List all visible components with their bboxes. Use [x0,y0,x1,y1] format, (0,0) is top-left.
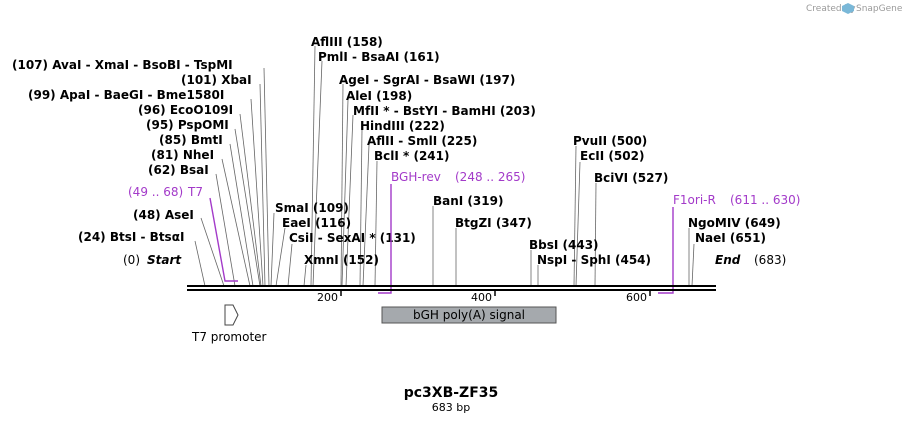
t7-promoter-arrow-icon [224,304,239,326]
enzyme-label-bsai: (62) BsaI [148,163,209,177]
enzyme-label-btgzi: BtgZI (347) [455,216,532,230]
enzyme-label-nhei: (81) NheI [151,148,214,162]
feature-bgh-polya: bGH poly(A) signal [381,306,557,324]
primer-name-t7: T7 [187,185,203,199]
enzyme-label-ngo: NgoMIV (649) [688,216,781,230]
tick-200: 200 [317,291,338,304]
enzyme-label-bcivi: BciVI (527) [594,171,668,185]
enzyme-label-ecli: EcII (502) [580,149,644,163]
enzyme-label-xbai: (101) XbaI [181,73,252,87]
primer-arrow-bgh-rev [378,184,392,294]
leader-lines [194,45,695,287]
enzyme-label-hind: HindIII (222) [360,119,445,133]
feature-label-t7-promoter: T7 promoter [191,330,267,344]
end-label: End [715,253,741,267]
end-position: (683) [754,253,786,267]
enzyme-label-xmni: XmnI (152) [304,253,379,267]
dna-backbone [187,285,716,291]
enzyme-label-avai: (107) AvaI - XmaI - BsoBI - TspMI [12,58,233,72]
brand-text: SnapGene [856,4,903,14]
feature-t7-promoter: T7 promoter [191,304,267,344]
enzyme-label-agei: AgeI - SgrAI - BsaWI (197) [339,73,515,87]
map-ends: (0) Start End (683) [123,253,786,267]
tick-600: 600 [626,291,647,304]
enzyme-label-psp: (95) PspOMI [146,118,229,132]
map-title: pc3XB-ZF35 [404,385,499,401]
primer-arrow-t7 [209,197,238,282]
enzyme-label-apai: (99) ApaI - BaeGI - Bme1580I [28,88,224,102]
enzyme-label-bbsi: BbsI (443) [529,238,599,252]
enzyme-label-btsi: (24) BtsI - BtsαI [78,230,184,244]
map-length: 683 bp [432,401,470,414]
enzyme-label-csii: CsiI - SexAI * (131) [289,231,416,245]
enzyme-label-bcli: BclI * (241) [374,149,450,163]
enzyme-labels: (107) AvaI - XmaI - BsoBI - TspMI (101) … [12,35,781,267]
enzyme-label-bani: BanI (319) [433,194,503,208]
enzyme-label-smai: SmaI (109) [275,201,349,215]
enzyme-label-bmti: (85) BmtI [159,133,223,147]
enzyme-label-aflii: AflII - SmlI (225) [367,134,477,148]
start-position: (0) [123,253,140,267]
primer-bgh-rev: BGH-rev (248 .. 265) [378,170,525,294]
primer-t7: (49 .. 68) T7 [128,185,238,282]
primer-range-f1ori-r: (611 .. 630) [730,193,800,207]
enzyme-label-asei: (48) AseI [133,208,194,222]
primer-range-t7: (49 .. 68) [128,185,183,199]
feature-label-bgh-polya: bGH poly(A) signal [413,308,525,322]
primer-range-bgh-rev: (248 .. 265) [455,170,525,184]
enzyme-label-eco: (96) EcoO109I [138,103,233,117]
primer-name-f1ori-r: F1ori-R [673,193,716,207]
enzyme-label-naei: NaeI (651) [695,231,766,245]
primer-name-bgh-rev: BGH-rev [391,170,441,184]
enzyme-label-pmli: PmlI - BsaAI (161) [318,50,440,64]
tick-400: 400 [471,291,492,304]
enzyme-label-alei: AleI (198) [346,89,412,103]
credit-text: Created by [806,4,856,14]
scale-ticks: 200 400 600 [317,291,651,304]
snapgene-logo-icon [842,3,854,14]
start-label: Start [147,253,182,267]
enzyme-label-eaei: EaeI (116) [282,216,351,230]
enzyme-label-pvuii: PvuII (500) [573,134,647,148]
primer-arrow-f1ori-r [658,207,674,294]
enzyme-label-afliii: AflIII (158) [311,35,383,49]
enzyme-label-nspi: NspI - SphI (454) [537,253,651,267]
enzyme-label-mfli: MfII * - BstYI - BamHI (203) [353,104,536,118]
primer-f1ori-r: F1ori-R (611 .. 630) [658,193,800,294]
